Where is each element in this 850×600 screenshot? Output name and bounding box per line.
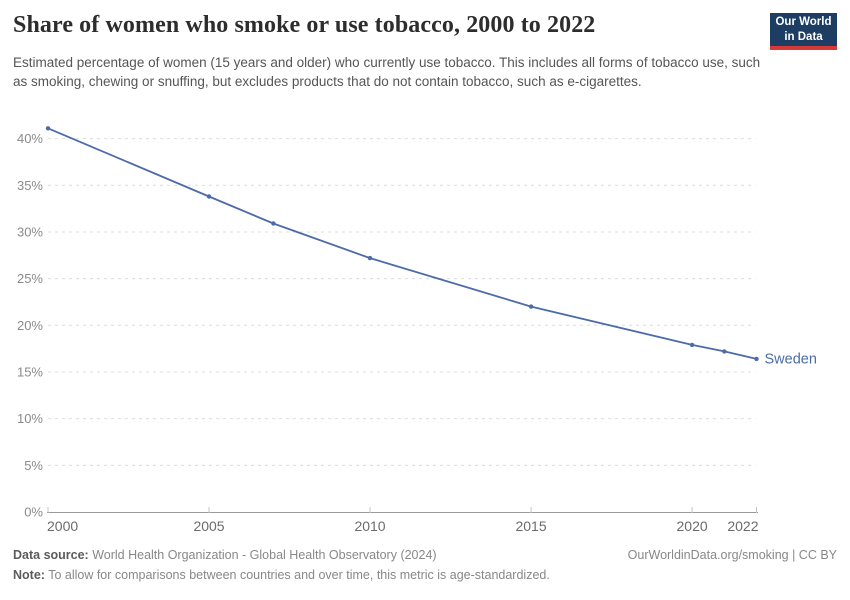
owid-logo: Our World in Data — [770, 13, 837, 50]
chart-svg[interactable]: 0% 5% 10% 15% 20% 25% 30% 35% 40% 2000 2005 2010 201… — [0, 100, 850, 545]
note-line: Note: To allow for comparisons between c… — [13, 568, 550, 582]
footer-link[interactable]: OurWorldinData.org/smoking | CC BY — [627, 548, 837, 562]
y-tick-label-5: 5% — [24, 458, 43, 473]
data-point-2007[interactable] — [271, 221, 276, 226]
data-point-2005[interactable] — [206, 194, 212, 199]
x-tick-label-2010: 2010 — [354, 518, 385, 534]
data-point-2022[interactable] — [754, 356, 759, 362]
x-tick-label-2022: 2022 — [727, 518, 758, 534]
x-tick-label-2005: 2005 — [193, 518, 224, 534]
y-tick-label-30: 30% — [17, 224, 43, 239]
data-point-2000[interactable] — [45, 126, 51, 131]
data-source-text: World Health Organization - Global Healt… — [88, 548, 437, 562]
data-point-2020[interactable] — [689, 342, 695, 348]
data-source-label: Data source: — [13, 548, 89, 562]
page-title: Share of women who smoke or use tobacco,… — [13, 12, 596, 38]
data-point-2021[interactable] — [722, 349, 727, 354]
y-tick-label-20: 20% — [17, 318, 43, 333]
x-tick-label-2000: 2000 — [47, 518, 78, 534]
note-label: Note: — [13, 568, 45, 582]
y-tick-label-15: 15% — [17, 364, 43, 379]
logo-line1: Our World — [775, 16, 832, 29]
x-tick-label-2015: 2015 — [515, 518, 546, 534]
y-tick-label-25: 25% — [17, 271, 43, 286]
x-tick-label-2020: 2020 — [677, 518, 708, 534]
series-label[interactable]: Sweden — [765, 351, 817, 367]
data-source-line: Data source: World Health Organization -… — [13, 548, 437, 562]
chart-subtitle: Estimated percentage of women (15 years … — [13, 55, 761, 90]
series-line-sweden[interactable] — [47, 127, 757, 360]
note-text: To allow for comparisons between countri… — [44, 568, 550, 582]
y-tick-label-35: 35% — [17, 178, 43, 193]
y-tick-label-40: 40% — [17, 131, 43, 146]
y-tick-label-0: 0% — [24, 505, 43, 520]
y-tick-label-10: 10% — [17, 411, 43, 426]
data-point-2015[interactable] — [528, 304, 534, 309]
data-point-2010[interactable] — [367, 255, 373, 261]
logo-line2: in Data — [784, 30, 823, 43]
